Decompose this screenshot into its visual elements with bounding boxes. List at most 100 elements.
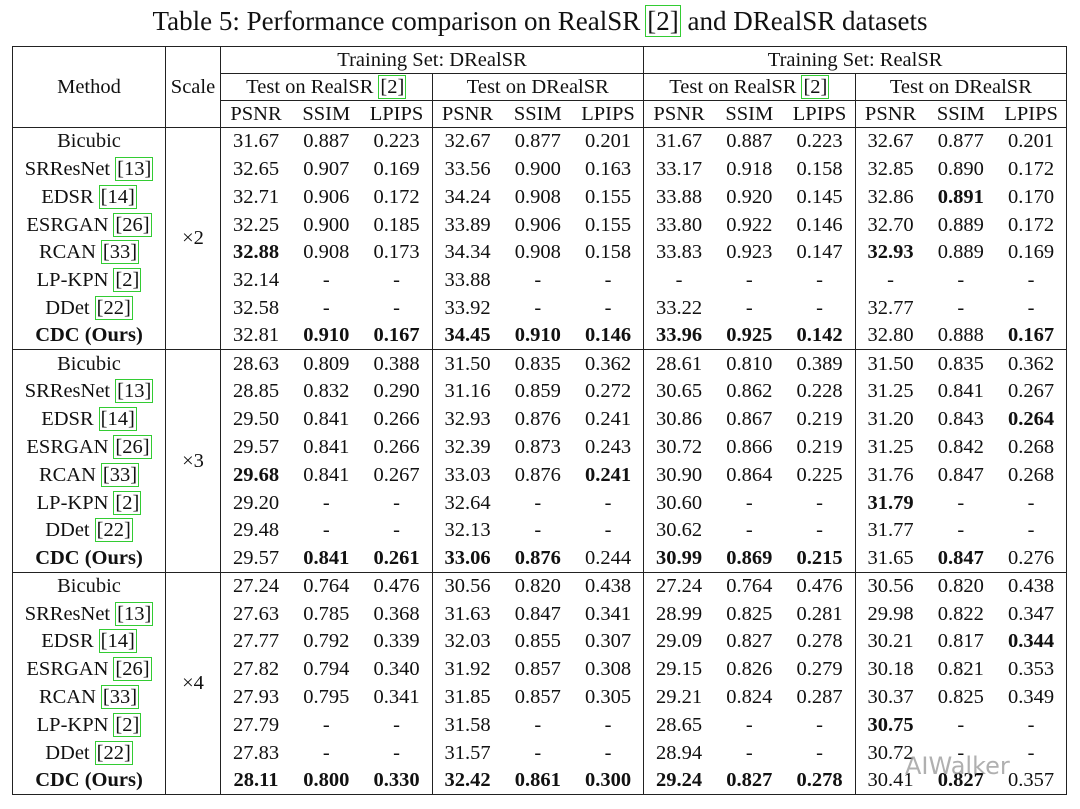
value-cell: - [393, 296, 400, 319]
value-cell: 0.867 [726, 408, 773, 431]
value-cell: 0.223 [796, 130, 843, 153]
citation: [22] [94, 518, 133, 543]
method-cell: CDC (Ours) [13, 322, 166, 350]
title-text: Table 5: Performance comparison on RealS… [152, 6, 641, 36]
value-cell: 0.820 [502, 571, 573, 601]
value-cell: 0.244 [584, 546, 632, 569]
value-cell: 0.800 [303, 769, 350, 792]
value-cell: 0.908 [514, 185, 561, 208]
value-cell: 30.86 [643, 405, 715, 434]
method-cell: SRResNet [13] [13, 378, 166, 406]
value-cell: 27.82 [220, 655, 291, 684]
value-cell: 31.65 [854, 544, 926, 573]
value-cell: 31.92 [431, 655, 503, 684]
label: LP-KPN [36, 713, 109, 736]
label: Test on DRealSR [466, 75, 609, 98]
method-cell: EDSR [14] [13, 628, 166, 656]
value-cell: 0.276 [1008, 546, 1055, 569]
value-cell: - [745, 519, 753, 542]
value-cell: 32.71 [220, 183, 291, 211]
value-cell: 32.86 [854, 183, 926, 211]
value-cell: 0.215 [796, 546, 843, 569]
value-cell: 0.389 [784, 349, 856, 378]
value-cell: 0.300 [584, 769, 632, 792]
value-cell: 30.56 [854, 571, 926, 601]
value-cell: - [534, 741, 542, 764]
label: ESRGAN [26, 435, 109, 458]
value-cell: 0.877 [937, 130, 984, 153]
citation: [26] [113, 212, 152, 237]
value-cell: 0.876 [514, 546, 561, 569]
citation: [14] [98, 629, 137, 654]
citation: [13] [115, 379, 154, 404]
value-cell: 0.278 [796, 630, 843, 653]
value-cell: - [957, 741, 965, 764]
data-row: SRResNet [13] 27.63 0.785 0.368 31.63 0.847 0.3… [13, 600, 1067, 628]
method-cell: ESRGAN [26] [13, 433, 166, 461]
value-cell: 0.261 [373, 546, 420, 569]
value-cell: 29.09 [643, 627, 715, 656]
value-cell: 0.862 [726, 380, 773, 403]
value-cell: 30.72 [854, 739, 926, 767]
label: Bicubic [57, 352, 121, 375]
data-row: ESRGAN [26] 27.82 0.794 0.340 31.92 0.857 0.308… [13, 655, 1067, 684]
value-cell: 0.855 [514, 630, 561, 653]
value-cell: 32.67 [431, 127, 503, 156]
value-cell: 0.864 [726, 463, 773, 486]
value-cell: - [604, 713, 612, 736]
value-cell: 30.21 [854, 627, 926, 656]
value-cell: 33.80 [643, 210, 715, 239]
value-cell: 0.476 [361, 571, 432, 601]
value-cell: - [534, 713, 542, 736]
value-cell: - [534, 519, 542, 542]
value-cell: 0.764 [714, 571, 785, 601]
value-cell: 31.76 [854, 461, 926, 489]
value-cell: 0.925 [726, 324, 773, 347]
value-cell: 32.93 [854, 238, 926, 267]
value-cell: 0.308 [584, 658, 632, 681]
citation: [26] [113, 434, 152, 459]
citation: [2] [801, 74, 830, 99]
metric-header: LPIPS [361, 100, 432, 128]
value-cell: 0.859 [514, 380, 561, 403]
value-cell: 0.843 [937, 408, 984, 431]
value-cell: - [322, 491, 330, 514]
value-cell: 0.243 [584, 435, 632, 458]
value-cell: 30.90 [643, 461, 715, 489]
value-cell: 0.869 [726, 546, 773, 569]
citation: [26] [113, 657, 152, 682]
value-cell: 31.16 [431, 377, 503, 406]
data-row: EDSR [14] 27.77 0.792 0.339 32.03 0.855 0.307 29… [13, 627, 1067, 656]
value-cell: - [957, 296, 965, 319]
label: EDSR [41, 630, 94, 653]
training-set-header: Training Set: RealSR [643, 46, 1067, 74]
label: ESRGAN [26, 213, 109, 236]
value-cell: 0.841 [303, 463, 350, 486]
value-cell: 0.146 [796, 213, 843, 236]
citation: [2] [113, 268, 142, 293]
value-cell: 29.68 [220, 461, 291, 489]
citation: [2] [645, 5, 681, 37]
value-cell: 28.94 [643, 739, 715, 767]
value-cell: 0.163 [584, 157, 632, 180]
value-cell: 0.847 [937, 463, 984, 486]
value-cell: 31.50 [431, 349, 503, 378]
value-cell: 30.62 [643, 516, 715, 545]
method-cell: ESRGAN [26] [13, 211, 166, 239]
value-cell: 0.809 [291, 349, 362, 378]
value-cell: 0.876 [514, 463, 561, 486]
value-cell: 0.891 [937, 185, 984, 208]
value-cell: - [957, 519, 965, 542]
value-cell: - [816, 713, 823, 736]
metric-header: PSNR [854, 100, 926, 128]
value-cell: - [745, 741, 753, 764]
value-cell: 30.99 [643, 544, 715, 573]
value-cell: 0.362 [996, 349, 1067, 378]
value-cell: 0.866 [726, 435, 773, 458]
value-cell: 0.841 [303, 435, 350, 458]
method-cell: RCAN [33] [13, 461, 166, 489]
method-cell: DDet [22] [13, 294, 166, 322]
data-row: RCAN [33] 32.88 0.908 0.173 34.34 0.908 0.158 33… [13, 238, 1067, 267]
scale-cell: ×4 [165, 571, 221, 795]
value-cell: 0.827 [937, 769, 984, 792]
